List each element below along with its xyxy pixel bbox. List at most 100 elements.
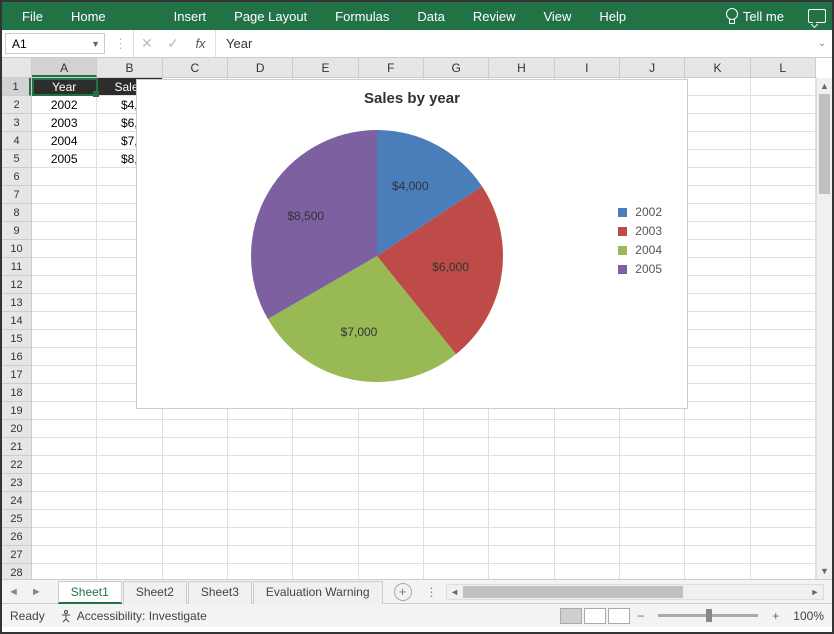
row-header[interactable]: 10 (2, 240, 31, 258)
cell[interactable] (620, 438, 685, 456)
cell[interactable] (685, 456, 750, 474)
cell[interactable] (32, 222, 97, 240)
cell[interactable] (685, 492, 750, 510)
cell[interactable] (751, 438, 816, 456)
cell[interactable] (32, 564, 97, 579)
cell[interactable] (32, 438, 97, 456)
enter-formula-icon[interactable]: ✓ (160, 30, 186, 57)
cell[interactable] (163, 474, 228, 492)
cell[interactable] (32, 240, 97, 258)
cell[interactable] (424, 438, 489, 456)
cell[interactable] (424, 510, 489, 528)
column-header[interactable]: F (359, 58, 424, 77)
cell[interactable] (555, 492, 620, 510)
cell[interactable] (97, 564, 162, 579)
row-header[interactable]: 21 (2, 438, 31, 456)
cell[interactable] (751, 510, 816, 528)
cell[interactable] (489, 528, 554, 546)
row-header[interactable]: 2 (2, 96, 31, 114)
cell[interactable] (228, 528, 293, 546)
row-header[interactable]: 5 (2, 150, 31, 168)
sheet-nav-next-icon[interactable]: ► (25, 586, 48, 598)
row-header[interactable]: 6 (2, 168, 31, 186)
row-header[interactable]: 14 (2, 312, 31, 330)
column-header[interactable]: A (32, 58, 97, 77)
cell[interactable] (685, 528, 750, 546)
cell[interactable] (685, 204, 750, 222)
cell[interactable] (751, 348, 816, 366)
row-header[interactable]: 19 (2, 402, 31, 420)
cell[interactable] (424, 546, 489, 564)
cell[interactable] (620, 528, 685, 546)
cell[interactable] (751, 330, 816, 348)
cell[interactable] (555, 438, 620, 456)
zoom-slider-knob[interactable] (706, 609, 712, 622)
split-handle-icon[interactable]: ⋮ (426, 585, 440, 599)
cell[interactable] (359, 456, 424, 474)
cell[interactable] (293, 528, 358, 546)
cell[interactable]: 2005 (32, 150, 97, 168)
cell[interactable] (97, 420, 162, 438)
cell[interactable] (32, 546, 97, 564)
cell[interactable] (32, 204, 97, 222)
cell[interactable] (751, 492, 816, 510)
cell[interactable] (685, 150, 750, 168)
scroll-up-icon[interactable]: ▲ (817, 78, 832, 94)
cell[interactable] (751, 456, 816, 474)
vscroll-thumb[interactable] (819, 94, 830, 194)
cell[interactable] (359, 528, 424, 546)
sheet-tab[interactable]: Sheet2 (123, 581, 187, 604)
cell[interactable] (685, 186, 750, 204)
ribbon-tab-insert[interactable]: Insert (160, 2, 221, 30)
cell[interactable] (163, 420, 228, 438)
row-header[interactable]: 22 (2, 456, 31, 474)
cell[interactable] (620, 546, 685, 564)
cell[interactable] (685, 366, 750, 384)
cell[interactable] (359, 474, 424, 492)
cell[interactable] (32, 402, 97, 420)
cell[interactable] (685, 132, 750, 150)
view-page-break-button[interactable] (608, 608, 630, 624)
cell[interactable] (32, 312, 97, 330)
cell[interactable] (163, 438, 228, 456)
cell[interactable] (685, 348, 750, 366)
ribbon-tab-view[interactable]: View (529, 2, 585, 30)
cell[interactable] (489, 492, 554, 510)
cell[interactable] (751, 258, 816, 276)
cell[interactable] (685, 510, 750, 528)
cell[interactable] (751, 186, 816, 204)
row-header[interactable]: 13 (2, 294, 31, 312)
cell[interactable] (751, 366, 816, 384)
row-header[interactable]: 27 (2, 546, 31, 564)
cell[interactable] (685, 438, 750, 456)
cell[interactable] (751, 312, 816, 330)
sheet-tab[interactable]: Sheet1 (58, 581, 122, 604)
column-header[interactable]: I (555, 58, 620, 77)
cell[interactable] (751, 546, 816, 564)
name-box-dropdown-icon[interactable]: ▼ (91, 39, 100, 49)
cell[interactable] (293, 510, 358, 528)
cell[interactable] (228, 438, 293, 456)
cell[interactable] (32, 510, 97, 528)
cell[interactable] (555, 420, 620, 438)
cell[interactable]: Year (32, 78, 97, 96)
cell[interactable] (228, 510, 293, 528)
cell[interactable] (32, 168, 97, 186)
ribbon-tab-review[interactable]: Review (459, 2, 530, 30)
cell[interactable] (685, 384, 750, 402)
cell[interactable]: 2004 (32, 132, 97, 150)
cell[interactable] (751, 240, 816, 258)
column-header[interactable]: L (751, 58, 816, 77)
zoom-out-button[interactable]: − (631, 609, 650, 623)
cell[interactable] (685, 330, 750, 348)
scroll-left-icon[interactable]: ◄ (447, 585, 463, 599)
ribbon-tab-formulas[interactable]: Formulas (321, 2, 403, 30)
cell[interactable] (359, 564, 424, 579)
row-header[interactable]: 26 (2, 528, 31, 546)
cell[interactable] (685, 240, 750, 258)
cell[interactable] (97, 492, 162, 510)
formula-input[interactable]: Year (216, 30, 812, 57)
cell[interactable] (32, 474, 97, 492)
cell[interactable] (424, 528, 489, 546)
row-header[interactable]: 15 (2, 330, 31, 348)
